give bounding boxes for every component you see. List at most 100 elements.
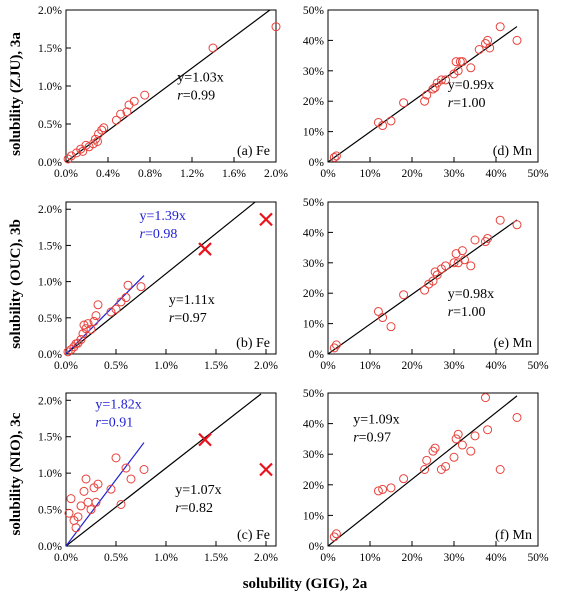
- x-tick-label: 50%: [527, 360, 549, 372]
- data-point: [97, 125, 107, 135]
- fit-line-1: [66, 10, 271, 162]
- y-axis-title-row-1: solubility (ZJU), 3a: [8, 32, 24, 156]
- plot-frame: [327, 9, 539, 163]
- x-tick-label: 20%: [401, 552, 423, 564]
- data-point: [378, 121, 388, 131]
- data-point: [91, 311, 101, 321]
- x-tick-label: 0.8%: [138, 168, 162, 180]
- y-axis-title-row-3: solubility (NIO), 3c: [8, 412, 24, 535]
- y-tick-label: 0%: [309, 349, 325, 361]
- fit-equation: y=1.03x: [177, 70, 223, 85]
- data-point: [386, 322, 396, 332]
- data-point: [83, 319, 93, 329]
- data-point: [378, 313, 388, 323]
- data-point: [329, 532, 339, 542]
- data-point: [93, 300, 103, 310]
- data-point: [76, 501, 86, 511]
- x-tick-label: 1.5%: [204, 360, 228, 372]
- data-point: [470, 431, 480, 441]
- y-tick-label: 0.5%: [38, 313, 62, 325]
- data-point: [208, 43, 218, 53]
- y-tick-label: 0%: [309, 541, 325, 553]
- data-point: [441, 75, 451, 85]
- x-tick-label: 0%: [320, 552, 336, 564]
- data-point: [453, 429, 463, 439]
- fit-equation: y=0.99x: [448, 78, 494, 93]
- outlier-cross: [198, 242, 212, 256]
- fit-correlation: r=1.00: [448, 305, 486, 320]
- x-tick-label: 1.5%: [204, 552, 228, 564]
- plot-frame: [65, 201, 277, 355]
- x-tick-label: 0%: [320, 360, 336, 372]
- data-point: [331, 340, 341, 350]
- data-point: [88, 139, 98, 149]
- x-tick-label: 2.0%: [264, 168, 288, 180]
- data-point: [81, 474, 91, 484]
- data-point: [455, 57, 465, 67]
- data-point: [420, 96, 430, 106]
- data-point: [460, 255, 469, 265]
- plot-frame: [327, 392, 539, 547]
- data-point: [66, 151, 76, 161]
- panel-b: 0.0% 0.5% 1.0% 1.5% 2.0% 0.0% 0.5% 1.0% 1.5% 2.0%…: [38, 201, 278, 372]
- data-point: [122, 107, 132, 117]
- data-point: [90, 134, 100, 144]
- x-tick-label: 0.5%: [104, 360, 128, 372]
- outlier-cross: [259, 212, 273, 227]
- y-tick-label: 50%: [303, 5, 325, 17]
- data-point: [111, 115, 121, 125]
- panel-label: (d) Mn: [493, 144, 532, 159]
- plot-frame: [327, 201, 539, 355]
- data-point: [399, 98, 409, 108]
- data-point: [495, 215, 505, 225]
- data-point: [373, 306, 383, 316]
- data-point: [123, 280, 133, 290]
- data-point: [422, 90, 432, 100]
- data-point: [329, 152, 339, 162]
- data-point: [66, 345, 76, 355]
- data-point: [422, 455, 432, 465]
- data-point: [121, 293, 131, 303]
- data-point: [81, 324, 91, 334]
- data-point: [474, 45, 484, 55]
- x-tick-label: 40%: [485, 360, 507, 372]
- data-point: [73, 512, 83, 522]
- data-point: [106, 307, 116, 317]
- y-tick-label: 20%: [303, 480, 325, 492]
- y-tick-label: 0.0%: [38, 157, 62, 169]
- data-point: [466, 446, 476, 456]
- data-point: [331, 529, 341, 539]
- data-point: [451, 434, 461, 444]
- data-point: [121, 463, 131, 473]
- panel-c: 0.0% 0.5% 1.0% 1.5% 2.0% 0.0% 0.5% 1.0% 1.5% 2.0%…: [38, 392, 278, 564]
- data-point: [466, 261, 476, 271]
- data-point: [441, 261, 451, 271]
- x-tick-label: 20%: [401, 168, 423, 180]
- fit-line-1: [66, 202, 257, 354]
- data-point: [399, 290, 409, 300]
- fit-equation: y=0.98x: [448, 287, 494, 302]
- data-point: [93, 479, 103, 489]
- x-tick-label: 30%: [443, 168, 465, 180]
- data-point: [457, 57, 467, 67]
- fit-equation: y=1.39x: [140, 209, 186, 224]
- panel-label: (f) Mn: [495, 528, 532, 543]
- x-tick-label: 1.2%: [180, 168, 204, 180]
- data-point: [271, 22, 281, 32]
- y-tick-label: 50%: [303, 197, 325, 209]
- y-tick-label: 1.0%: [38, 81, 62, 93]
- data-point: [111, 304, 121, 314]
- x-tick-label: 1.0%: [154, 552, 178, 564]
- data-point: [71, 523, 81, 533]
- x-tick-label: 40%: [485, 552, 507, 564]
- y-tick-label: 0.5%: [38, 505, 62, 517]
- y-axis-title-row-2: solubility (OUC), 3b: [8, 219, 24, 349]
- panel-label: (b) Fe: [236, 336, 270, 351]
- data-point: [124, 100, 134, 110]
- x-tick-label: 1.0%: [154, 360, 178, 372]
- fit-correlation: r=0.99: [177, 88, 215, 103]
- y-tick-label: 40%: [303, 35, 325, 47]
- x-tick-label: 10%: [359, 168, 381, 180]
- data-point: [140, 90, 150, 100]
- y-tick-label: 50%: [303, 388, 325, 400]
